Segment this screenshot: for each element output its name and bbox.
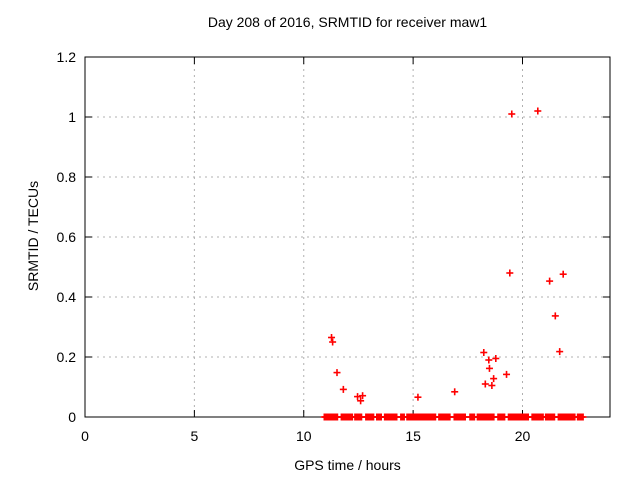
x-tick-label: 10 <box>296 428 312 444</box>
y-tick-label: 0.2 <box>57 349 77 365</box>
y-tick-label: 0.8 <box>57 169 77 185</box>
y-tick-label: 1 <box>68 109 76 125</box>
y-tick-label: 0 <box>68 409 76 425</box>
x-tick-label: 5 <box>190 428 198 444</box>
y-tick-label: 0.4 <box>57 289 77 305</box>
x-tick-label: 20 <box>515 428 531 444</box>
y-tick-label: 0.6 <box>57 229 77 245</box>
x-axis-label: GPS time / hours <box>294 457 401 473</box>
y-tick-label: 1.2 <box>57 49 77 65</box>
x-tick-label: 15 <box>405 428 421 444</box>
chart-title: Day 208 of 2016, SRMTID for receiver maw… <box>207 14 488 30</box>
x-tick-label: 0 <box>81 428 89 444</box>
